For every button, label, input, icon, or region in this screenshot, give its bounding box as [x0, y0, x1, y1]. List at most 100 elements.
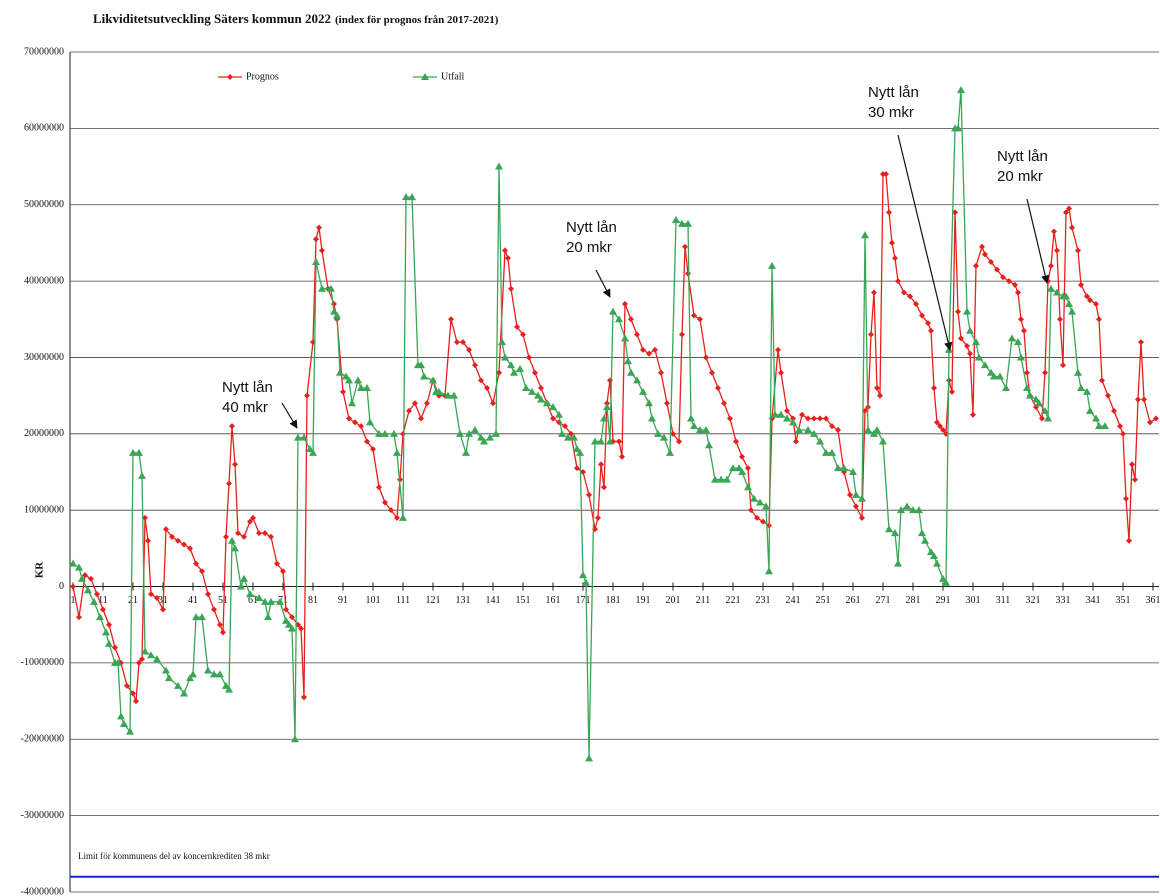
data-point — [90, 597, 98, 605]
data-point — [240, 574, 248, 582]
data-point — [130, 690, 136, 697]
data-point — [153, 655, 161, 663]
data-point — [165, 674, 173, 682]
data-point — [498, 338, 506, 346]
data-point — [939, 574, 947, 582]
x-tick-label: 331 — [1056, 595, 1071, 606]
data-point — [429, 376, 437, 384]
annotation: 40 mkr — [222, 399, 268, 416]
data-point — [619, 453, 625, 460]
data-point — [1141, 396, 1147, 403]
data-point — [897, 506, 905, 514]
data-point — [255, 594, 263, 601]
data-point — [966, 326, 974, 334]
data-point — [406, 407, 412, 414]
data-point — [903, 502, 911, 510]
data-point — [460, 339, 466, 346]
legend-marker — [421, 73, 429, 80]
data-point — [232, 461, 238, 468]
data-point — [949, 388, 955, 395]
data-point — [1044, 414, 1052, 422]
x-tick-label: 271 — [876, 595, 891, 606]
data-point — [771, 410, 779, 418]
data-point — [738, 468, 746, 475]
data-point — [291, 735, 299, 743]
data-point — [261, 597, 269, 605]
data-point — [811, 415, 817, 422]
data-point — [1021, 327, 1027, 334]
data-point — [174, 681, 182, 689]
data-point — [696, 426, 704, 433]
x-tick-label: 231 — [756, 595, 771, 606]
data-point — [75, 563, 83, 571]
data-point — [141, 647, 149, 655]
y-tick-label: 20000000 — [24, 428, 64, 439]
x-tick-label: 91 — [338, 595, 348, 606]
data-point — [927, 548, 935, 556]
data-point — [954, 124, 962, 132]
data-point — [1078, 281, 1084, 288]
data-point — [327, 284, 335, 292]
data-point — [507, 361, 515, 369]
data-point — [864, 426, 872, 433]
x-tick-label: 11 — [98, 595, 108, 606]
data-point — [223, 533, 229, 540]
data-point — [891, 529, 899, 537]
data-point — [682, 243, 688, 250]
data-point — [1039, 415, 1045, 422]
data-point — [783, 414, 791, 422]
data-point — [543, 399, 551, 407]
data-point — [861, 231, 869, 239]
data-point — [1006, 278, 1012, 285]
data-point — [456, 429, 464, 437]
data-point — [342, 372, 350, 380]
data-point — [520, 331, 526, 338]
data-point — [877, 392, 883, 399]
data-point — [114, 658, 122, 666]
legend-label: Prognos — [246, 71, 279, 82]
data-point — [1117, 423, 1123, 430]
annotation-arrow — [281, 402, 298, 429]
data-point — [568, 430, 574, 437]
data-point — [721, 400, 727, 407]
data-point — [276, 597, 284, 605]
data-point — [1023, 384, 1031, 391]
data-point — [754, 514, 760, 521]
data-point — [1132, 476, 1138, 483]
data-point — [82, 572, 88, 579]
x-tick-label: 51 — [218, 595, 228, 606]
data-point — [885, 525, 893, 533]
data-point — [222, 681, 230, 689]
data-point — [450, 391, 458, 399]
y-tick-label: 0 — [59, 581, 64, 592]
data-point — [1068, 307, 1076, 315]
data-point — [1062, 292, 1070, 300]
data-point — [241, 533, 247, 540]
data-point — [288, 624, 296, 632]
data-point — [684, 219, 692, 227]
data-point — [1086, 406, 1094, 414]
data-point — [840, 464, 848, 472]
data-point — [847, 491, 853, 498]
data-point — [454, 339, 460, 346]
data-point — [564, 433, 572, 441]
data-point — [1035, 399, 1043, 407]
y-tick-label: -40000000 — [21, 886, 64, 896]
data-point — [139, 656, 145, 663]
data-point — [492, 429, 500, 437]
data-point — [388, 507, 394, 514]
data-point — [375, 429, 383, 437]
data-point — [175, 537, 181, 544]
x-tick-label: 261 — [846, 595, 861, 606]
data-point — [817, 415, 823, 422]
data-point — [834, 464, 842, 472]
data-point — [555, 410, 563, 418]
data-point — [220, 629, 226, 636]
data-point — [106, 621, 112, 628]
data-point — [313, 236, 319, 243]
annotation: Nytt lån — [997, 148, 1048, 165]
x-tick-label: 321 — [1026, 595, 1041, 606]
data-point — [1101, 422, 1109, 430]
data-point — [1147, 419, 1153, 426]
data-point — [849, 468, 857, 475]
